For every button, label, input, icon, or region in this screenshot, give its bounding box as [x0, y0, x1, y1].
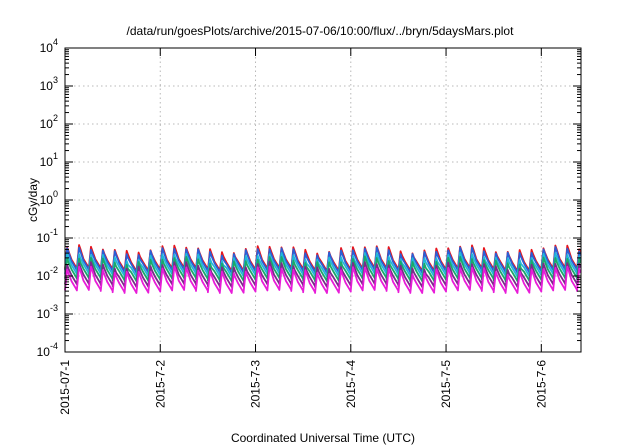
y-tick-label: 10-1	[37, 227, 58, 245]
x-tick-label: 2015-7-5	[439, 360, 453, 408]
y-tick-label: 102	[40, 113, 58, 131]
chart-title: /data/run/goesPlots/archive/2015-07-06/1…	[127, 24, 515, 38]
y-tick-label: 10-4	[37, 341, 58, 359]
grid	[65, 48, 581, 352]
y-tick-label: 104	[40, 37, 58, 55]
x-tick-label: 2015-7-4	[344, 360, 358, 408]
y-tick-label: 10-3	[37, 303, 58, 321]
x-tick-label: 2015-07-1	[58, 360, 72, 415]
y-tick-label: 10-2	[37, 265, 58, 283]
y-tick-label: 101	[40, 151, 58, 169]
y-tick-label: 103	[40, 75, 58, 93]
x-axis-label: Coordinated Universal Time (UTC)	[231, 431, 415, 445]
x-tick-label: 2015-7-2	[153, 360, 167, 408]
y-tick-labels: 10-4 10-3 10-2 10-1 100 101 102 103 104	[37, 37, 58, 359]
series-group	[64, 244, 582, 294]
x-tick-label: 2015-7-3	[249, 360, 263, 408]
x-tick-labels: 2015-07-1 2015-7-2 2015-7-3 2015-7-4 2015-7-…	[58, 360, 548, 415]
series-line	[64, 265, 582, 294]
y-axis-label: cGy/day	[26, 178, 40, 222]
y-tick-label: 100	[40, 189, 58, 207]
ticks	[64, 47, 581, 353]
x-tick-label: 2015-7-6	[534, 360, 548, 408]
